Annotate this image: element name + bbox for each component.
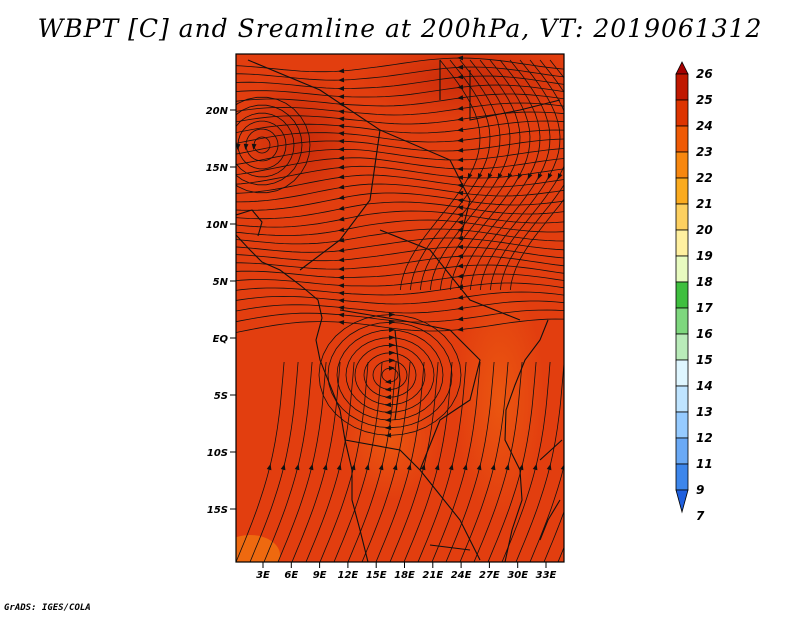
lat-label: 5N — [213, 277, 229, 288]
map-frame — [235, 53, 565, 563]
colorbar-label: 20 — [696, 223, 713, 237]
lat-label: 5S — [214, 391, 228, 402]
lon-label: 33E — [536, 570, 557, 581]
colorbar-box — [675, 73, 689, 101]
colorbar-label: 26 — [696, 67, 713, 81]
colorbar-label: 18 — [696, 275, 713, 289]
colorbar-label: 15 — [696, 353, 713, 367]
colorbar-label: 16 — [696, 327, 713, 341]
lon-label: 9E — [313, 570, 327, 581]
coastlines — [236, 59, 563, 562]
colorbar-label: 22 — [696, 171, 713, 185]
streamlines — [236, 55, 564, 562]
lon-label: 18E — [394, 570, 415, 581]
colorbar-label: 25 — [696, 93, 713, 107]
colorbar-label: 24 — [696, 119, 713, 133]
colorbar-box — [675, 359, 689, 387]
lat-label: 10S — [207, 448, 228, 459]
colorbar-label: 21 — [696, 197, 713, 211]
colorbar-box — [675, 333, 689, 361]
lon-label: 3E — [256, 570, 270, 581]
grads-credit: GrADS: IGES/COLA — [4, 603, 91, 613]
colorbar-box — [675, 229, 689, 257]
colorbar-box — [675, 203, 689, 231]
colorbar-top-arrow — [675, 61, 689, 75]
colorbar-box — [675, 307, 689, 335]
colorbar-box — [675, 411, 689, 439]
colorbar-box — [675, 125, 689, 153]
colorbar-box — [675, 99, 689, 127]
lat-label: 15S — [207, 505, 228, 516]
colorbar-label: 7 — [696, 509, 705, 523]
colorbar: 26 25 24 23 22 21 20 19 18 17 16 15 14 13 12 11 9 7 — [675, 61, 713, 523]
map-panel: 20N 15N 10N 5N EQ 5S 10S 15S 3E 6E 9E 12E 15E 18E 21E… — [206, 53, 565, 581]
lon-label: 24E — [451, 570, 472, 581]
lat-label: EQ — [213, 334, 229, 345]
lon-label: 21E — [422, 570, 443, 581]
colorbar-box — [675, 177, 689, 205]
colorbar-box — [675, 437, 689, 465]
colorbar-box — [675, 385, 689, 413]
colorbar-box — [675, 281, 689, 309]
colorbar-bottom-arrow — [675, 489, 689, 514]
longitude-axis: 3E 6E 9E 12E 15E 18E 21E 24E 27E 30E 33E — [256, 562, 557, 581]
lon-label: 12E — [338, 570, 359, 581]
lon-label: 27E — [479, 570, 500, 581]
lon-label: 30E — [507, 570, 528, 581]
colorbar-label: 17 — [696, 301, 713, 315]
chart-title: WBPT [C] and Sreamline at 200hPa, VT: 20… — [37, 14, 763, 43]
latitude-axis: 20N 15N 10N 5N EQ 5S 10S 15S — [206, 106, 236, 516]
colorbar-box — [675, 151, 689, 179]
colorbar-box — [675, 463, 689, 491]
colorbar-box — [675, 255, 689, 283]
lon-label: 6E — [284, 570, 298, 581]
colorbar-label: 9 — [696, 483, 704, 497]
colorbar-label: 11 — [696, 457, 713, 471]
colorbar-label: 23 — [696, 145, 713, 159]
colorbar-label: 19 — [696, 249, 713, 263]
colorbar-label: 14 — [696, 379, 713, 393]
lat-label: 10N — [206, 220, 229, 231]
colorbar-label: 12 — [696, 431, 713, 445]
colorbar-label: 13 — [696, 405, 713, 419]
lon-label: 15E — [366, 570, 387, 581]
lat-label: 15N — [206, 163, 229, 174]
lat-label: 20N — [206, 106, 229, 117]
